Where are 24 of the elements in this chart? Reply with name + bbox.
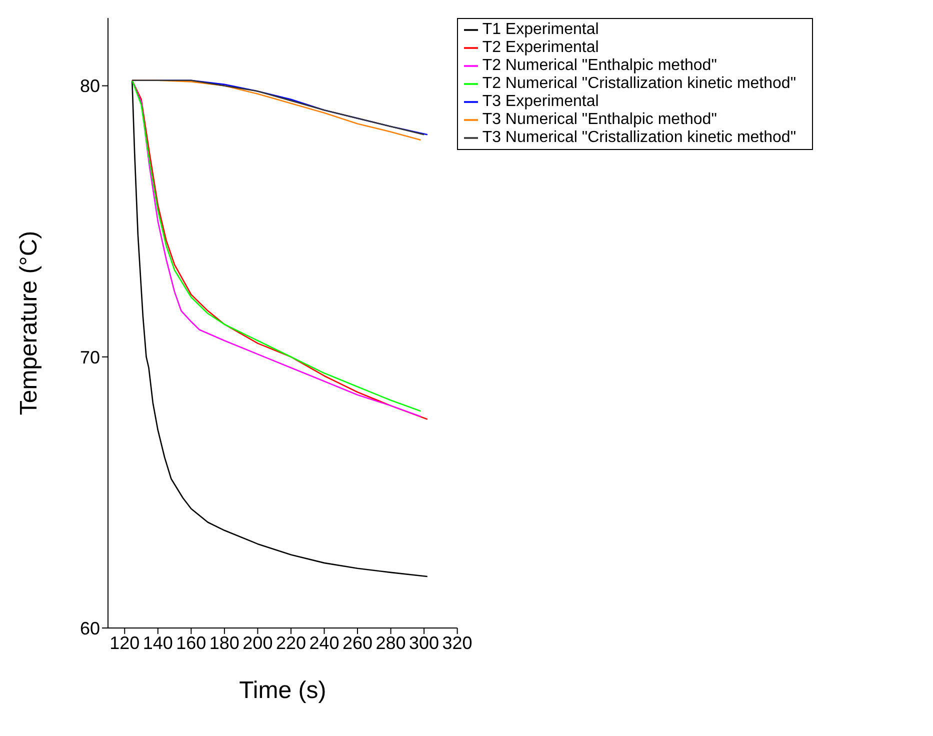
x-tick-label: 300: [409, 632, 440, 653]
y-axis-title: Temperature (°C): [16, 230, 43, 416]
x-tick-label: 160: [176, 632, 206, 653]
x-tick-label: 260: [342, 632, 373, 653]
y-tick-label: 60: [80, 618, 100, 638]
y-tick-label: 70: [80, 347, 100, 368]
legend-label: T3 Experimental: [482, 93, 599, 110]
line-series: [131, 80, 428, 578]
x-tick-label: 200: [242, 632, 273, 653]
x-tick-label: 180: [209, 632, 240, 653]
legend-label: T3 Numerical "Cristallization kinetic method": [482, 129, 796, 146]
legend-label: T2 Numerical "Cristallization kinetic method": [482, 75, 796, 92]
x-tick-label: 120: [110, 632, 140, 653]
x-tick-label: 140: [142, 632, 173, 653]
x-tick-label: 320: [442, 632, 472, 653]
x-axis-title: Time (s): [239, 677, 326, 704]
y-tick-label: 80: [80, 76, 100, 96]
x-tick-label: 240: [309, 632, 340, 653]
legend-label: T2 Numerical "Enthalpic method": [482, 57, 717, 74]
legend-label: T2 Experimental: [482, 39, 599, 56]
x-tick-label: 220: [276, 632, 306, 653]
legend-label: T1 Experimental: [482, 21, 599, 38]
x-tick-label: 280: [376, 632, 406, 653]
legend-label: T3 Numerical "Enthalpic method": [482, 111, 717, 128]
